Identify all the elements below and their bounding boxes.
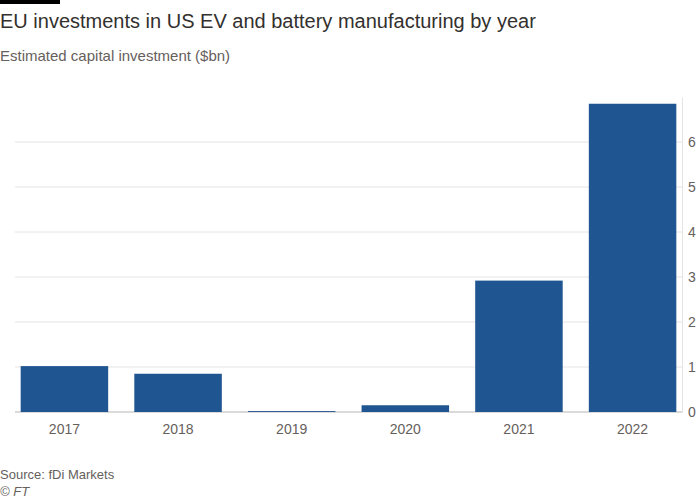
y-tick-label: 5 <box>688 179 696 195</box>
y-axis-line <box>682 98 683 413</box>
bar <box>21 366 108 412</box>
x-tick: 2022 <box>617 412 648 437</box>
brand-bar <box>0 0 60 4</box>
grid-line <box>15 322 682 323</box>
bar <box>475 281 562 412</box>
x-tick-label: 2021 <box>503 421 534 437</box>
bar <box>248 411 335 412</box>
x-tick-label: 2022 <box>617 421 648 437</box>
bars <box>21 104 677 412</box>
chart: EU investments in US EV and battery manu… <box>0 0 700 500</box>
grid-line <box>15 232 682 233</box>
grid-line <box>15 277 682 278</box>
title: EU investments in US EV and battery manu… <box>0 10 536 32</box>
bar <box>362 405 449 412</box>
y-tick-label: 4 <box>688 224 696 240</box>
source: Source: fDi Markets <box>0 467 115 482</box>
y-tick: 6 <box>682 134 696 150</box>
x-tick: 2018 <box>162 412 193 437</box>
x-tick: 2020 <box>390 412 421 437</box>
y-tick-label: 1 <box>688 359 696 375</box>
y-tick: 4 <box>682 224 696 240</box>
grid-line <box>15 142 682 143</box>
x-tick: 2019 <box>276 412 307 437</box>
y-tick-label: 0 <box>688 404 696 420</box>
bar <box>134 374 221 412</box>
y-tick: 5 <box>682 179 696 195</box>
x-tick-label: 2017 <box>49 421 80 437</box>
x-tick: 2021 <box>503 412 534 437</box>
y-tick: 2 <box>682 314 696 330</box>
y-tick-label: 2 <box>688 314 696 330</box>
y-axis: 0 1 2 3 4 5 6 <box>682 98 696 420</box>
y-tick: 1 <box>682 359 696 375</box>
x-tick: 2017 <box>49 412 80 437</box>
x-tick-label: 2018 <box>162 421 193 437</box>
y-tick: 0 <box>682 404 696 420</box>
credit: © FT <box>0 484 30 499</box>
grid <box>15 142 682 412</box>
x-axis: 2017 2018 2019 2020 2021 2022 <box>49 412 649 437</box>
grid-line <box>15 412 682 413</box>
bar <box>589 104 676 412</box>
x-tick-label: 2019 <box>276 421 307 437</box>
y-tick: 3 <box>682 269 696 285</box>
y-tick-label: 6 <box>688 134 696 150</box>
grid-line <box>15 367 682 368</box>
subtitle: Estimated capital investment ($bn) <box>0 47 230 64</box>
y-tick-label: 3 <box>688 269 696 285</box>
x-tick-label: 2020 <box>390 421 421 437</box>
grid-line <box>15 187 682 188</box>
